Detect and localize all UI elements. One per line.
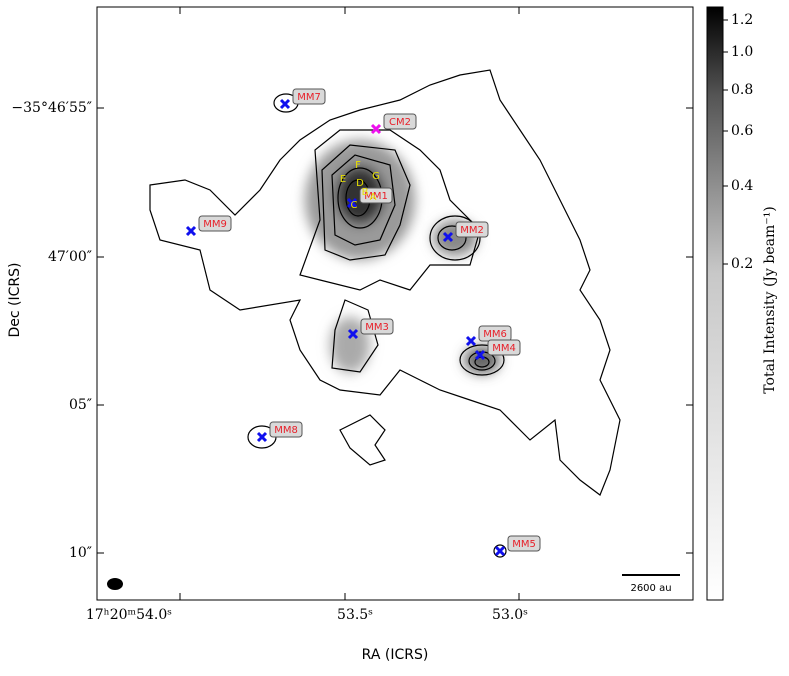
x-tick-label: 53.5ˢ [337, 607, 373, 623]
source-label-box [292, 88, 326, 105]
source-marker [279, 98, 291, 110]
source-label-box [269, 421, 303, 438]
colorbar-tick-label: 0.6 [731, 123, 753, 139]
source-marker [465, 335, 477, 347]
contour [493, 544, 507, 558]
source-label: MM3 [365, 322, 389, 333]
source-label: MM9 [203, 219, 227, 230]
source-label: MM2 [460, 225, 484, 236]
y-tick-label: 47′00″ [48, 249, 92, 265]
contour [437, 225, 467, 251]
source-label-box [455, 221, 489, 238]
y-tick-label: 10″ [69, 545, 92, 561]
contour [339, 414, 386, 466]
component-label: F [355, 160, 361, 171]
beam [107, 578, 123, 590]
colorbar-label: Total Intensity (Jy beam⁻¹) [762, 206, 778, 393]
component-label: E [340, 174, 346, 185]
x-axis-label: RA (ICRS) [362, 647, 429, 663]
source-marker [494, 545, 506, 557]
source-label-box [359, 187, 393, 204]
markers: MM7 CM2 MM9 MM1 MM2 MM3 MM6 MM4 MM8 MM5 FE GDB A C [185, 88, 541, 557]
source-marker [442, 231, 454, 243]
source-marker [370, 123, 382, 135]
scale-bar-label: 2600 au [630, 583, 671, 594]
ticks [97, 7, 693, 600]
colorbar-tick-label: 0.4 [731, 178, 753, 194]
source-label: MM7 [297, 92, 321, 103]
y-tick-label: −35°46′55″ [11, 100, 92, 116]
contour [331, 299, 379, 373]
x-tick-label: 53.0ˢ [492, 607, 528, 623]
source-label: MM4 [492, 343, 516, 354]
source-label-box [487, 339, 521, 356]
source-label: MM8 [274, 425, 298, 436]
component-label: C [351, 200, 358, 211]
colorbar-tick-label: 0.2 [731, 256, 753, 272]
component-label: B [362, 187, 369, 198]
component-label: G [372, 171, 380, 182]
colorbar [706, 6, 724, 601]
source-label: MM1 [364, 191, 388, 202]
source-marker [185, 225, 197, 237]
colorbar-tick-label: 1.0 [731, 44, 753, 60]
source-label: MM5 [512, 539, 536, 550]
source-label-box [198, 215, 232, 232]
contour [429, 215, 481, 261]
component-label: D [356, 178, 364, 189]
x-tick-label: 17ʰ20ᵐ54.0ˢ [86, 607, 172, 623]
source-label-box [360, 318, 394, 335]
source-label-box [383, 113, 417, 130]
source-marker [256, 431, 268, 443]
y-axis-label: Dec (ICRS) [7, 263, 23, 338]
source-marker [347, 328, 359, 340]
source-marker [346, 197, 358, 209]
contour [459, 344, 505, 376]
plot-area [97, 7, 693, 600]
outer-contour [149, 69, 621, 496]
source-marker [474, 349, 486, 361]
source-label-box [507, 535, 541, 552]
contour [299, 129, 481, 291]
contour [321, 144, 411, 261]
y-tick-label: 05″ [69, 397, 92, 413]
colorbar-tick-label: 1.2 [731, 12, 753, 28]
source-label: MM6 [483, 329, 507, 340]
component-label: A [370, 192, 377, 203]
source-label: CM2 [389, 117, 411, 128]
plot-frame [96, 6, 694, 601]
colorbar-tick-label: 0.8 [731, 82, 753, 98]
contour [331, 154, 396, 246]
